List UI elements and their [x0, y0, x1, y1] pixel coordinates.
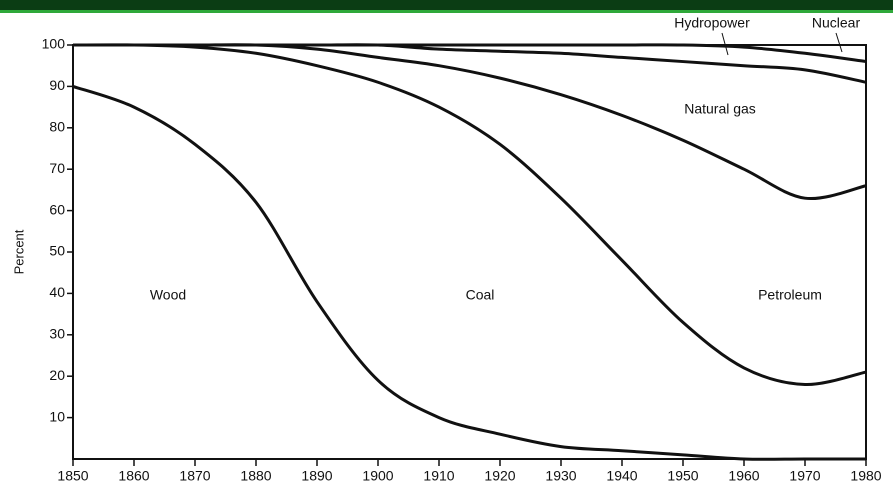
boundary-line	[73, 43, 867, 201]
boundary-line	[73, 43, 867, 84]
label-pointer	[835, 32, 843, 53]
boundary-line	[73, 43, 867, 64]
x-tick-label: 1930	[545, 468, 576, 484]
x-tick-label: 1870	[179, 468, 210, 484]
series-label: Petroleum	[758, 287, 822, 303]
y-tick-label: 80	[49, 119, 65, 135]
x-tick-label: 1860	[118, 468, 149, 484]
series-label: Nuclear	[812, 15, 861, 31]
y-axis-label: Percent	[11, 229, 26, 274]
series-label: Wood	[150, 287, 186, 303]
y-tick-label: 60	[49, 201, 65, 217]
x-tick-label: 1880	[240, 468, 271, 484]
y-tick-label: 30	[49, 326, 65, 342]
x-tick-label: 1970	[789, 468, 820, 484]
boundary-line	[72, 84, 866, 461]
y-tick-label: 70	[49, 160, 65, 176]
y-tick-label: 90	[49, 77, 65, 93]
x-tick-label: 1920	[484, 468, 515, 484]
y-tick-label: 100	[42, 36, 66, 52]
y-tick-label: 20	[49, 367, 65, 383]
y-tick-label: 40	[49, 284, 65, 300]
y-tick-label: 50	[49, 243, 65, 259]
x-tick-label: 1960	[728, 468, 759, 484]
series-label: Natural gas	[684, 101, 756, 117]
boundary-line	[72, 43, 867, 386]
top-band	[0, 0, 893, 10]
y-tick-label: 10	[49, 408, 65, 424]
top-stripe	[0, 10, 893, 13]
x-tick-label: 1850	[57, 468, 88, 484]
label-pointer	[721, 32, 729, 56]
x-tick-label: 1910	[423, 468, 454, 484]
x-tick-label: 1980	[850, 468, 881, 484]
series-label: Hydropower	[674, 15, 750, 31]
series-label: Coal	[466, 287, 495, 303]
x-tick-label: 1890	[301, 468, 332, 484]
x-tick-label: 1950	[667, 468, 698, 484]
x-tick-label: 1940	[606, 468, 637, 484]
x-tick-label: 1900	[362, 468, 393, 484]
